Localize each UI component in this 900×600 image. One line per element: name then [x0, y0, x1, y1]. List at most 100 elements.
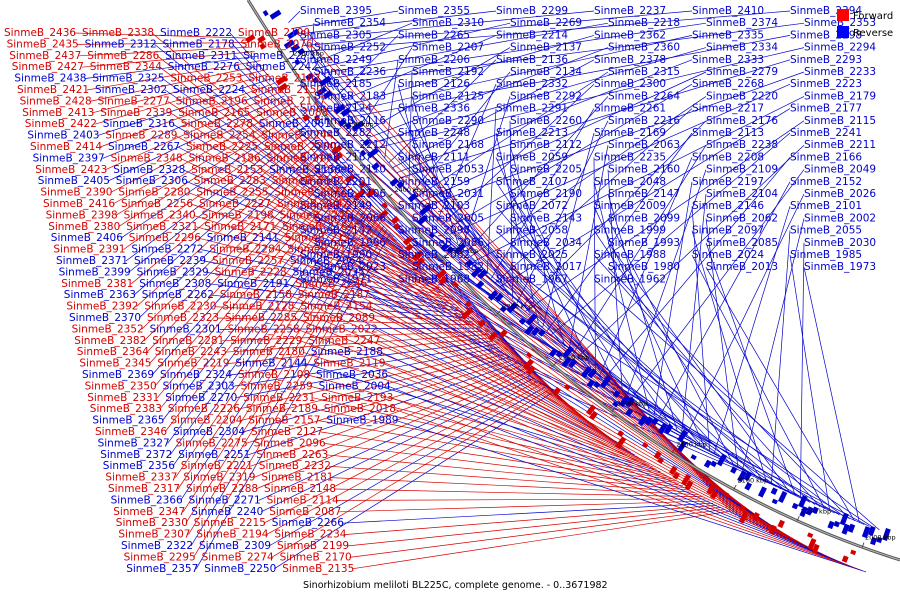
gene-label: SinmeB_2238 — [706, 139, 778, 151]
reverse-gene-feature — [371, 162, 380, 171]
gene-label: SinmeB_2022 — [306, 323, 378, 335]
gene-label: SinmeB_2336 — [398, 103, 470, 115]
tick-label: 2350 kbp — [448, 247, 479, 255]
reverse-gene-feature — [465, 259, 474, 267]
gene-label: SinmeB_2322 — [121, 540, 193, 552]
gene-label: SinmeB_2344 — [90, 61, 162, 73]
leader-line — [193, 229, 388, 558]
leader-line — [136, 142, 319, 307]
gene-label: SinmeB_2331 — [87, 392, 159, 404]
gene-label: SinmeB_2323 — [147, 312, 219, 324]
tick-label: 2300 kbp — [502, 303, 533, 311]
gene-label: SinmeB_2013 — [706, 261, 778, 273]
reverse-gene-feature — [847, 523, 856, 533]
leader-line — [336, 498, 706, 501]
forward-gene-feature — [586, 404, 597, 416]
leader-line — [330, 22, 805, 85]
gene-label: SinmeB_2217 — [692, 103, 764, 115]
gene-label: SinmeB_2327 — [98, 437, 170, 449]
leader-line — [318, 22, 511, 69]
gene-label: SinmeB_2097 — [692, 225, 764, 237]
reverse-gene-feature — [827, 520, 835, 530]
leader-line — [167, 101, 414, 260]
gene-label: SinmeB_2227 — [199, 198, 271, 210]
leader-line — [412, 71, 511, 193]
gene-label: SinmeB_2234 — [274, 529, 346, 541]
gene-label: SinmeB_2286 — [87, 50, 159, 62]
leader-line — [245, 101, 577, 414]
gene-label: SinmeB_2124 — [300, 103, 372, 115]
gene-label: SinmeB_2182 — [248, 73, 320, 85]
leader-line — [397, 157, 587, 365]
gene-label: SinmeB_2355 — [398, 5, 470, 17]
gene-label: SinmeB_2253 — [170, 73, 242, 85]
reverse-gene-feature — [618, 395, 630, 408]
leader-line — [193, 215, 446, 295]
reverse-gene-feature — [703, 459, 712, 469]
leader-line — [681, 193, 707, 434]
gene-label: SinmeB_2372 — [100, 449, 172, 461]
gene-label: SinmeB_2102 — [272, 175, 344, 187]
leader-line — [305, 363, 661, 473]
gene-label: SinmeB_2059 — [496, 151, 568, 163]
leader-line — [326, 454, 691, 491]
reverse-gene-feature — [524, 324, 535, 336]
leader-line — [351, 226, 799, 546]
leader-line — [133, 138, 315, 296]
gene-label: SinmeB_2352 — [72, 323, 144, 335]
gene-label: SinmeB_2191 — [217, 278, 289, 290]
gene-label: SinmeB_2363 — [64, 289, 136, 301]
gene-label: SinmeB_2356 — [103, 460, 175, 472]
gene-label: SinmeB_2282 — [300, 127, 372, 139]
gene-label: SinmeB_2259 — [241, 380, 313, 392]
gene-label: SinmeB_2276 — [168, 61, 240, 73]
reverse-gene-feature — [344, 122, 352, 130]
gene-label: SinmeB_2115 — [804, 115, 876, 127]
gene-label: SinmeB_2017 — [510, 261, 582, 273]
leader-line — [364, 47, 511, 133]
leader-line — [346, 507, 721, 547]
leader-line — [441, 83, 595, 226]
leader-line — [509, 120, 513, 300]
leader-line — [491, 108, 595, 279]
leader-line — [118, 112, 297, 228]
reverse-gene-feature — [657, 422, 668, 435]
gene-label: SinmeB_2166 — [790, 151, 862, 163]
leader-line — [274, 392, 553, 570]
forward-gene-feature — [499, 329, 508, 338]
leader-line — [295, 10, 497, 35]
tick-label: 2200 kbp — [617, 399, 648, 407]
gene-label: SinmeB_2257 — [212, 255, 284, 267]
leader-line — [607, 266, 850, 520]
gene-label: SinmeB_1982 — [412, 261, 484, 273]
leader-line — [110, 99, 288, 193]
leader-line — [170, 112, 417, 264]
gene-label: SinmeB_2348 — [111, 152, 183, 164]
forward-gene-feature — [412, 249, 424, 261]
gene-label: SinmeB_2416 — [43, 198, 115, 210]
gene-label: SinmeB_2106 — [314, 188, 386, 200]
reverse-gene-feature — [882, 528, 891, 541]
reverse-gene-feature — [757, 486, 767, 498]
tick-label: 2150 kbp — [676, 440, 707, 448]
leader-line — [175, 202, 365, 478]
reverse-gene-feature — [305, 72, 314, 81]
gene-label: SinmeB_2062 — [706, 212, 778, 224]
leader-line — [263, 380, 539, 524]
gene-label: SinmeB_2370 — [69, 312, 141, 324]
gene-label: SinmeB_2228 — [215, 266, 287, 278]
gene-label: SinmeB_2293 — [790, 54, 862, 66]
forward-gene-feature — [464, 300, 473, 308]
gene-label: SinmeB_2187 — [298, 289, 370, 301]
forward-gene-feature — [477, 319, 486, 328]
reverse-gene-feature — [612, 401, 619, 408]
leader-line — [691, 254, 826, 509]
gene-label: SinmeB_1980 — [608, 261, 680, 273]
forward-gene-feature — [706, 483, 716, 495]
reverse-gene-feature — [312, 76, 320, 84]
gene-label: SinmeB_2172 — [267, 152, 339, 164]
gene-label: SinmeB_1962 — [594, 273, 666, 285]
gene-label: SinmeB_2146 — [692, 200, 764, 212]
leader-line — [803, 267, 860, 523]
gene-label: SinmeB_2241 — [790, 127, 862, 139]
